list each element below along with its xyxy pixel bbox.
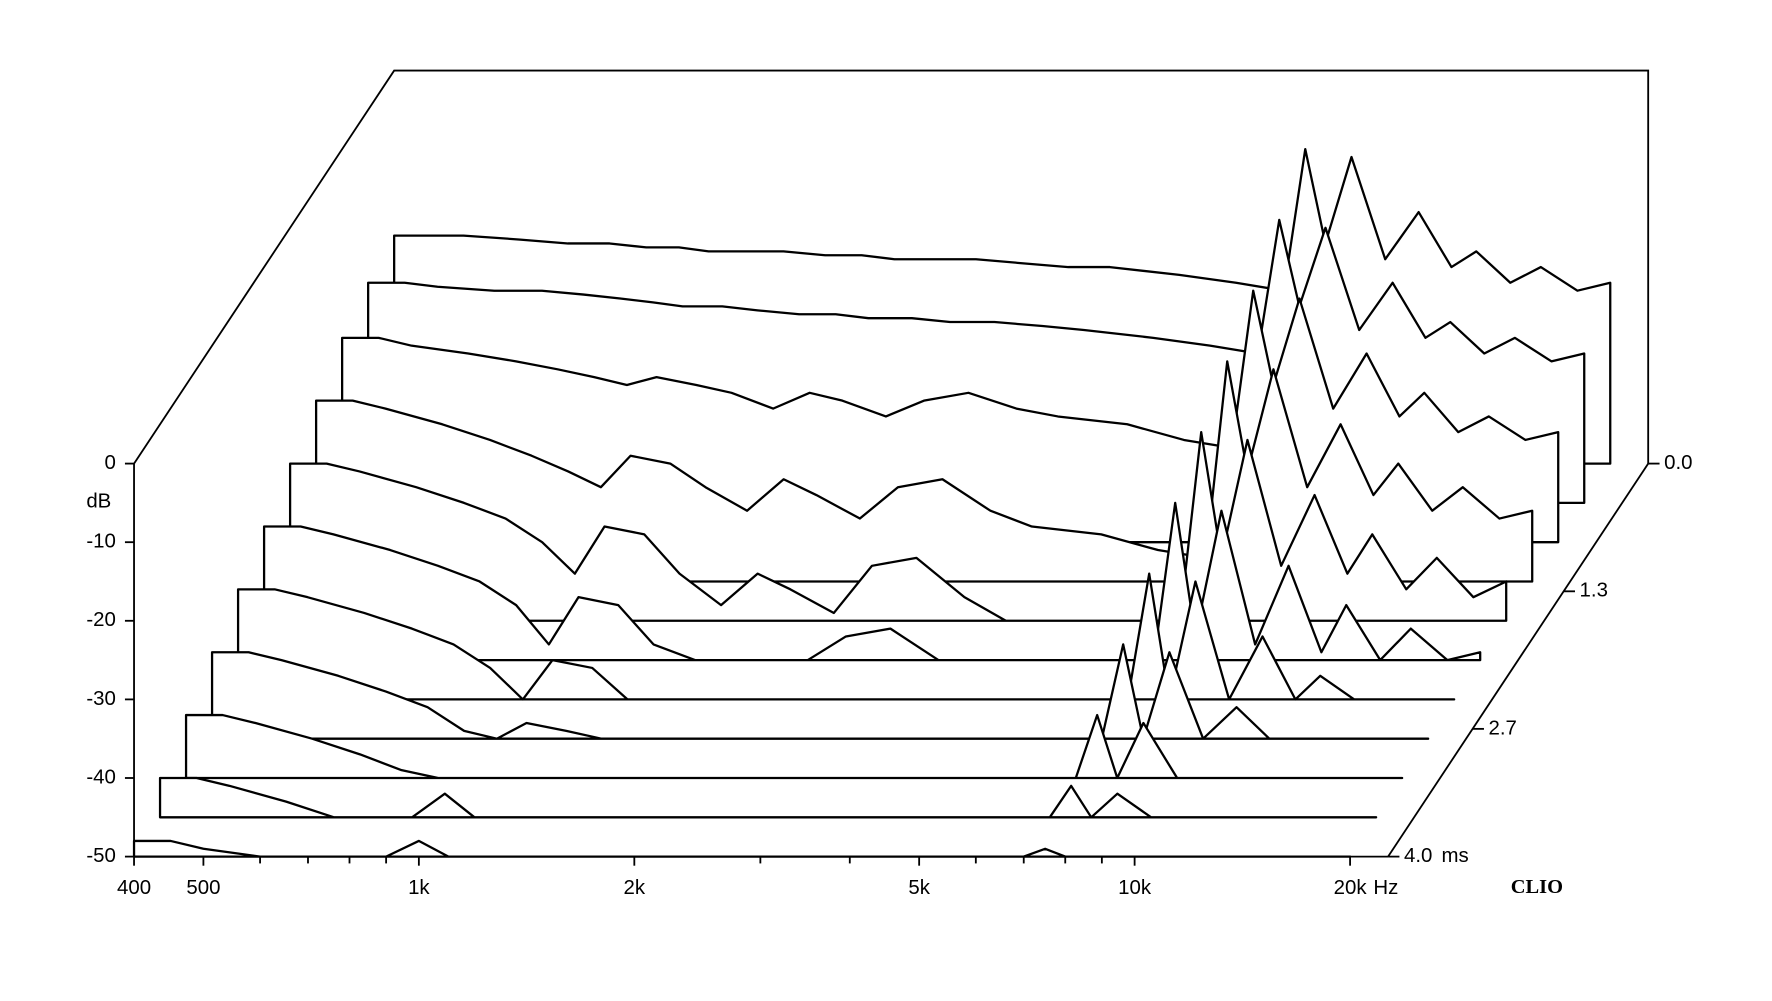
x-tick-label: 1k [408, 876, 430, 899]
decay-slice [288, 430, 1508, 622]
x-tick-label: 10k [1118, 876, 1152, 899]
y-tick-label: -40 [86, 765, 116, 788]
decay-slice [236, 572, 1456, 701]
z-tick-label: 0.0 [1664, 451, 1692, 474]
decay-slice [210, 643, 1430, 740]
x-tick-label: 400 [117, 876, 151, 899]
decay-slice [158, 776, 1378, 819]
z-tick-label: 2.7 [1489, 716, 1517, 739]
decay-slice [184, 713, 1404, 780]
z-tick-label: 1.3 [1580, 579, 1608, 602]
z-tick-label: 4.0 [1404, 844, 1432, 867]
x-tick-label: 2k [624, 876, 646, 899]
frame-line [133, 69, 1650, 465]
z-axis-line [1387, 463, 1649, 858]
y-tick-label: 0 [104, 451, 115, 474]
y-axis-label: dB [86, 490, 111, 513]
y-tick-label: -10 [86, 530, 116, 553]
x-tick-label: 20k [1334, 876, 1368, 899]
y-tick-label: -50 [86, 844, 116, 867]
brand: CLIO [1511, 876, 1563, 898]
x-tick-label: 500 [186, 876, 220, 899]
frame [133, 69, 1650, 465]
decay-slice [262, 501, 1482, 662]
x-unit-label: Hz [1373, 876, 1398, 899]
y-tick-label: -30 [86, 687, 116, 710]
y-tick-label: -20 [86, 608, 116, 631]
x-tick-label: 5k [908, 876, 930, 899]
slices [132, 148, 1612, 858]
z-unit-label: ms [1441, 844, 1468, 867]
